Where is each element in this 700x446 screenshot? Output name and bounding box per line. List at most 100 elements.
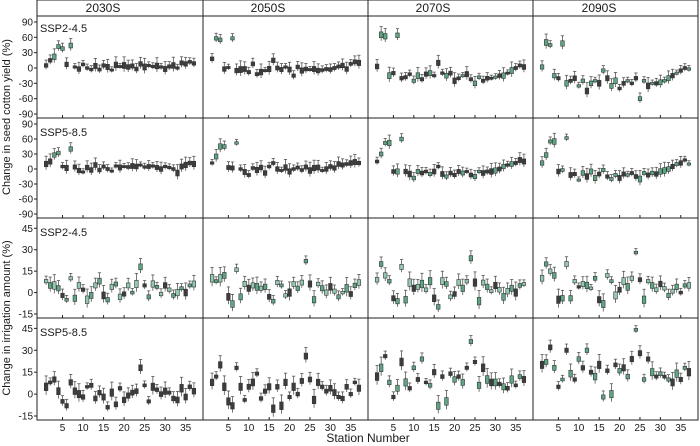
box-mark: [403, 296, 408, 304]
box-mark: [52, 152, 57, 158]
y-axis-label-yield: Change in seed cotton yield (%): [1, 39, 13, 195]
box-mark: [93, 63, 98, 69]
y-tick-label: 30: [22, 245, 34, 256]
box-mark: [267, 294, 272, 300]
box-mark: [584, 173, 590, 180]
box-mark: [419, 170, 425, 176]
box-mark: [163, 387, 168, 395]
box-mark: [324, 166, 329, 172]
box-mark: [654, 287, 659, 292]
box-mark: [171, 395, 176, 402]
box-mark: [423, 71, 429, 77]
box-mark: [460, 74, 465, 78]
box-mark: [374, 372, 380, 381]
box-mark: [291, 281, 296, 287]
box-mark: [399, 76, 404, 81]
box-mark: [391, 295, 396, 302]
x-tick-label: 15: [429, 423, 441, 434]
box-mark: [391, 394, 396, 400]
box-mark: [105, 167, 110, 171]
box-mark: [146, 164, 151, 169]
box-mark: [105, 405, 110, 410]
box-mark: [234, 365, 239, 370]
box-mark: [399, 136, 404, 142]
box-mark: [324, 67, 329, 71]
box-mark: [407, 278, 412, 287]
box-mark: [242, 66, 247, 72]
box-mark: [597, 296, 602, 304]
box-mark: [387, 72, 392, 79]
box-mark: [283, 164, 288, 171]
box-mark: [48, 158, 53, 165]
box-mark: [489, 289, 494, 293]
box-mark: [263, 69, 268, 72]
box-mark: [662, 374, 667, 379]
box-mark: [214, 374, 219, 379]
box-mark: [122, 291, 127, 297]
box-mark: [187, 384, 192, 389]
y-tick-label: 60: [22, 33, 34, 44]
box-mark: [56, 150, 61, 156]
box-mark: [85, 295, 90, 304]
box-mark: [101, 393, 106, 401]
box-mark: [187, 60, 192, 64]
box-mark: [283, 293, 288, 298]
box-mark: [423, 169, 429, 174]
box-mark: [320, 68, 325, 72]
box-mark: [485, 375, 490, 384]
box-mark: [395, 384, 400, 392]
box-mark: [271, 404, 276, 413]
box-mark: [126, 282, 131, 289]
box-mark: [399, 357, 404, 367]
box-mark: [674, 369, 679, 378]
box-mark: [307, 280, 313, 288]
box-mark: [287, 66, 292, 73]
box-mark: [641, 377, 647, 382]
box-mark: [452, 376, 457, 383]
panel-frame: [532, 15, 699, 119]
box-mark: [238, 167, 243, 171]
box-mark: [489, 168, 494, 175]
box-mark: [209, 161, 215, 165]
box-mark: [682, 66, 687, 70]
box-mark: [258, 285, 264, 291]
box-mark: [122, 396, 127, 404]
box-mark: [97, 67, 102, 72]
box-mark: [122, 165, 127, 168]
box-mark: [456, 76, 461, 80]
y-tick-label: 0: [27, 390, 33, 401]
box-mark: [468, 255, 473, 262]
x-tick-label: 15: [264, 423, 276, 434]
box-mark: [226, 397, 231, 406]
box-mark: [601, 300, 606, 308]
box-mark: [279, 67, 284, 72]
box-mark: [163, 164, 168, 169]
box-mark: [654, 171, 659, 177]
box-mark: [316, 67, 321, 74]
x-tick-label: 25: [469, 423, 481, 434]
box-mark: [246, 173, 251, 177]
box-mark: [444, 174, 449, 179]
box-mark: [324, 388, 329, 394]
box-mark: [601, 167, 606, 173]
box-mark: [456, 374, 461, 379]
box-mark: [605, 368, 610, 373]
box-mark: [629, 356, 634, 363]
box-mark: [56, 387, 61, 395]
box-mark: [464, 170, 469, 173]
box-mark: [521, 376, 527, 383]
box-mark: [134, 163, 139, 170]
box-mark: [609, 390, 614, 399]
box-mark: [352, 159, 357, 165]
box-mark: [344, 384, 349, 390]
box-mark: [352, 59, 357, 65]
box-mark: [214, 153, 219, 160]
box-mark: [332, 389, 337, 397]
box-mark: [113, 61, 118, 69]
box-mark: [80, 170, 86, 174]
box-mark: [670, 73, 675, 79]
box-mark: [625, 283, 630, 291]
box-mark: [89, 382, 94, 388]
y-tick-label: -60: [19, 94, 34, 105]
